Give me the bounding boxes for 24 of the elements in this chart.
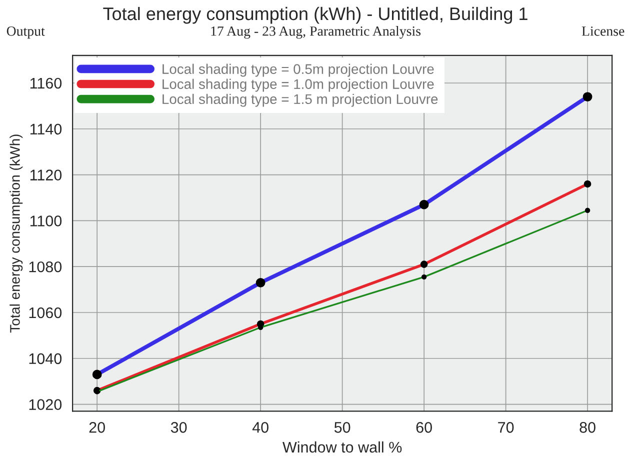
- text: License: [582, 26, 624, 36]
- y-tick-label: 1080: [29, 261, 62, 272]
- y-tick-label: 1040: [29, 353, 62, 364]
- x-tick-label: 80: [580, 422, 596, 433]
- legend-label: Local shading type = 0.5m projection Louvre: [162, 64, 434, 77]
- legend-label: Local shading type = 1.5 m projection Louvre: [162, 94, 438, 107]
- legend-label: Local shading type = 1.0m projection Louvre: [162, 78, 434, 92]
- y-tick-label: 1140: [30, 124, 62, 135]
- y-tick-label: 1060: [29, 307, 62, 318]
- chart-title: Total energy consumption (kWh) - Untitled, Building 1: [103, 6, 528, 24]
- y-tick-label: 1100: [30, 216, 62, 226]
- x-tick-label: 60: [416, 422, 432, 433]
- y-tick-label: 1120: [30, 170, 62, 180]
- x-axis-title: Window to wall %: [282, 441, 402, 453]
- y-axis-title: Total energy consumption (kWh): [10, 134, 23, 333]
- x-tick-label: 70: [498, 422, 514, 433]
- x-tick-label: 50: [334, 422, 350, 433]
- x-tick-label: 20: [89, 422, 105, 433]
- x-tick-label: 30: [170, 422, 187, 433]
- y-tick-label: 1020: [29, 399, 62, 410]
- y-tick-label: 1160: [30, 78, 62, 89]
- x-tick-label: 40: [252, 422, 268, 433]
- text: Output: [6, 26, 45, 39]
- text: 17 Aug - 23 Aug, Parametric Analysis: [211, 26, 421, 39]
